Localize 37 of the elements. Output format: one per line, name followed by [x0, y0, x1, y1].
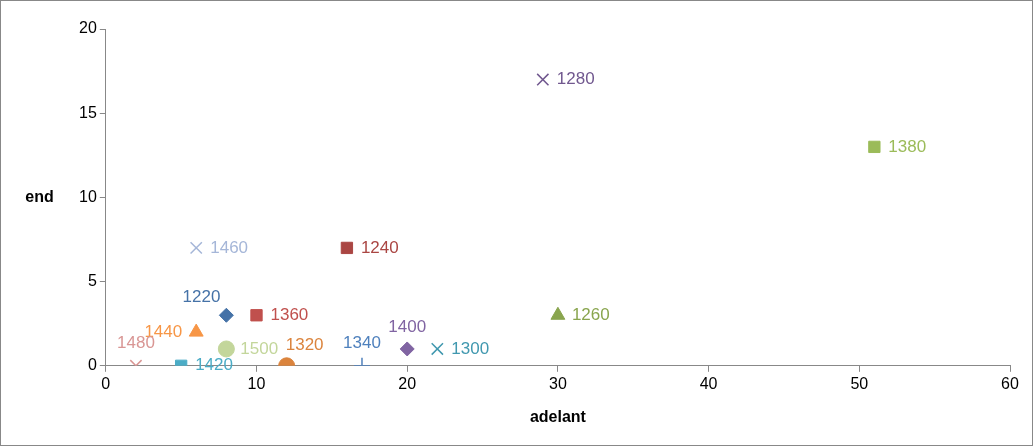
point: [188, 323, 204, 337]
point: [217, 340, 235, 358]
series-label: 1280: [556, 69, 595, 89]
y-tick-label: 20: [79, 19, 97, 37]
point: [550, 306, 566, 320]
x-tick-label: 40: [699, 374, 718, 392]
series-label: 1400: [388, 316, 427, 336]
point: [218, 307, 234, 323]
series-label: 1240: [360, 237, 399, 257]
series-label: 1380: [888, 136, 927, 156]
point: [250, 309, 263, 322]
x-tick-label: 30: [549, 374, 567, 392]
series-label: 1340: [343, 333, 381, 353]
x-axis-title: adelant: [529, 408, 587, 426]
y-axis-title: end: [25, 187, 54, 205]
y-tick-label: 0: [87, 356, 97, 374]
x-tick-label: 10: [247, 374, 266, 392]
y-tick-label: 5: [87, 272, 97, 290]
x-tick-label: 60: [1001, 374, 1019, 392]
y-tick-label: 10: [79, 187, 97, 205]
series-label: 1320: [285, 335, 324, 355]
series-label: 1500: [240, 338, 279, 358]
series-label: 1220: [182, 286, 221, 306]
point: [536, 73, 550, 86]
series-label: 1460: [210, 237, 249, 257]
y-tick-label: 15: [79, 103, 97, 121]
series-label: 1360: [270, 304, 309, 324]
point: [868, 140, 881, 154]
point: [430, 342, 444, 356]
series-label: 1300: [451, 338, 490, 358]
x-tick-label: 20: [398, 374, 417, 392]
point: [399, 341, 415, 357]
point: [189, 241, 203, 255]
x-tick-label: 50: [850, 374, 869, 392]
x-tick-label: 0: [101, 374, 111, 392]
point: [340, 241, 354, 255]
series-label: 1260: [571, 304, 610, 324]
